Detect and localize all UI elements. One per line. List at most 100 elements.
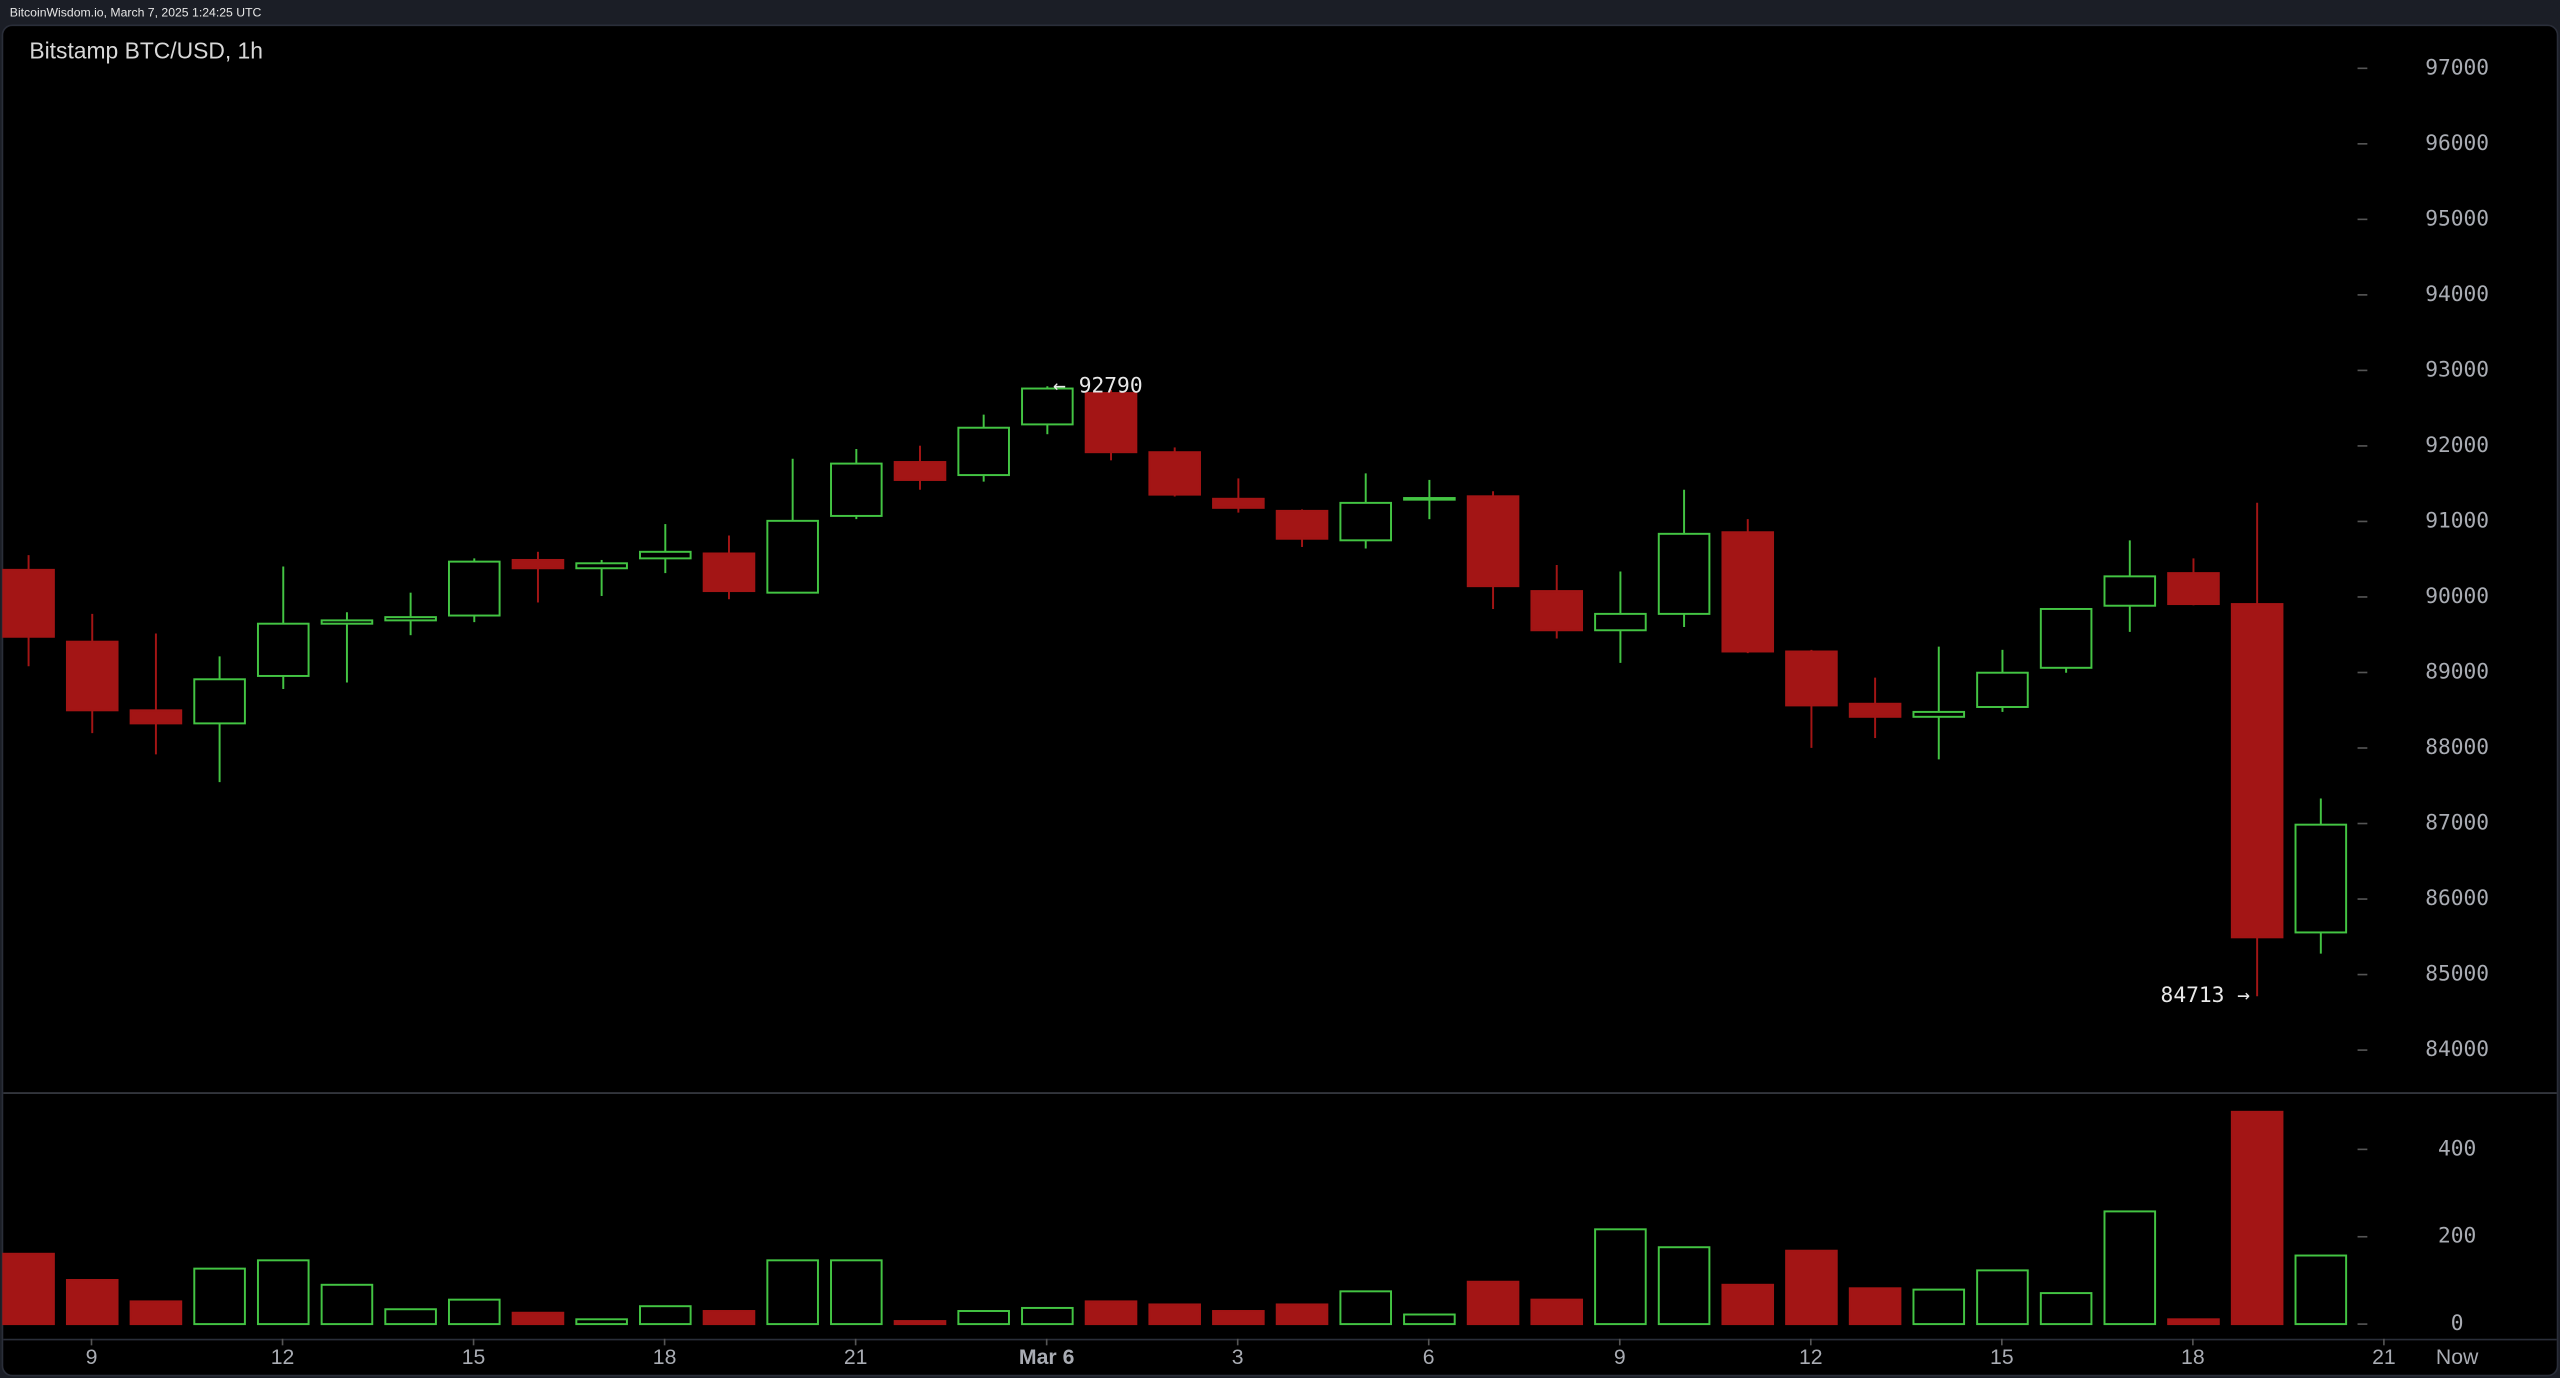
y-tick-label: 87000 <box>2425 811 2489 836</box>
candle-body <box>1848 702 1902 718</box>
low-annotation: 84713 → <box>2161 983 2251 1008</box>
y-tick-label: 86000 <box>2425 886 2489 911</box>
x-tick-label: 12 <box>1799 1346 1823 1369</box>
y-tick-label: 89000 <box>2425 659 2489 684</box>
x-tick-label: 21 <box>2372 1346 2396 1369</box>
y-tick-label: 97000 <box>2425 55 2489 80</box>
x-tick-label: 21 <box>844 1346 868 1369</box>
chart-title: Bitstamp BTC/USD, 1h <box>29 37 263 63</box>
x-tick-label: 18 <box>653 1346 677 1369</box>
candle-body <box>639 550 692 560</box>
y-tick-label: 85000 <box>2425 962 2489 987</box>
candle-body <box>1976 671 2029 708</box>
x-tick-label: 6 <box>1423 1346 1435 1369</box>
x-tick-label: 18 <box>2181 1346 2205 1369</box>
candle-body <box>2039 607 2093 669</box>
volume-bar <box>1212 1310 1265 1326</box>
y-tick-label: 94000 <box>2425 282 2489 307</box>
candle-body <box>1530 590 1584 632</box>
candle-body <box>2167 572 2220 606</box>
candle-body <box>766 519 819 594</box>
candle-body <box>957 426 1010 477</box>
y-tick-label: 92000 <box>2425 433 2489 458</box>
candle-body <box>575 562 628 570</box>
x-tick-label: 3 <box>1232 1346 1244 1369</box>
y-tick-label: 200 <box>2438 1224 2476 1249</box>
candle-body <box>893 461 947 481</box>
volume-bar <box>1657 1246 1711 1326</box>
candle-body <box>1148 451 1201 496</box>
volume-bar <box>384 1308 437 1326</box>
candle-body <box>830 462 883 517</box>
volume-bar <box>1339 1290 1392 1326</box>
volume-bar <box>1785 1249 1838 1326</box>
x-end-label: Now <box>2436 1346 2479 1369</box>
volume-bar <box>1148 1303 1201 1326</box>
candle-body <box>65 640 119 712</box>
candle-body <box>511 558 565 570</box>
y-tick-label: 84000 <box>2425 1037 2489 1062</box>
volume-bar <box>957 1310 1010 1326</box>
volume-bar <box>1403 1313 1456 1326</box>
y-tick-label: 93000 <box>2425 357 2489 382</box>
volume-bar <box>1594 1228 1647 1326</box>
candle-body <box>256 622 310 677</box>
candle-body <box>1721 531 1775 653</box>
candle-body <box>2 568 55 638</box>
volume-bar <box>639 1305 692 1326</box>
x-tick-label: 12 <box>271 1346 295 1369</box>
volume-bar <box>65 1279 119 1326</box>
x-tick-label: 9 <box>1614 1346 1626 1369</box>
volume-bar <box>1021 1306 1074 1326</box>
high-annotation: ← 92790 <box>1053 373 1142 398</box>
candle-body <box>129 709 183 725</box>
y-tick-label: 0 <box>2451 1311 2464 1336</box>
y-tick-label: 90000 <box>2425 584 2489 609</box>
header-text: BitcoinWisdom.io, March 7, 2025 1:24:25 … <box>10 5 262 19</box>
candle-body <box>1594 612 1647 632</box>
volume-bar <box>256 1259 310 1326</box>
volume-bar <box>2294 1254 2348 1326</box>
y-tick-label: 88000 <box>2425 735 2489 760</box>
candle-body <box>1084 392 1138 454</box>
y-tick-label: 95000 <box>2425 206 2489 231</box>
volume-bar <box>766 1259 819 1326</box>
volume-bar <box>1530 1298 1584 1326</box>
candle-body <box>2294 823 2348 934</box>
y-tick-label: 91000 <box>2425 508 2489 533</box>
candle-body <box>1466 495 1520 588</box>
candle-body <box>702 552 756 593</box>
volume-bar <box>1912 1288 1966 1326</box>
volume-bar <box>830 1259 883 1326</box>
candle-body <box>320 619 374 625</box>
x-tick-label: Mar 6 <box>1019 1346 1075 1369</box>
candle-body <box>1212 497 1265 509</box>
y-tick-label: 400 <box>2438 1136 2476 1161</box>
candle-body <box>448 560 501 617</box>
volume-bar <box>1275 1303 1329 1326</box>
x-tick-label: 9 <box>86 1346 98 1369</box>
volume-bar <box>448 1298 501 1326</box>
volume-bar <box>1084 1300 1138 1326</box>
volume-bar <box>1721 1283 1775 1326</box>
candle-body <box>2230 603 2284 939</box>
volume-bar <box>1466 1280 1520 1326</box>
volume-bar <box>2103 1210 2157 1326</box>
volume-bar <box>893 1320 947 1326</box>
volume-bar <box>2 1252 55 1326</box>
candle-body <box>384 616 437 622</box>
volume-bar <box>320 1283 374 1326</box>
volume-bar <box>129 1300 183 1326</box>
candle-body <box>1912 710 1966 718</box>
candle-body <box>2103 575 2157 607</box>
volume-bar <box>193 1267 246 1326</box>
candle-body <box>1657 532 1711 615</box>
volume-bar <box>2167 1318 2220 1326</box>
volume-bar <box>575 1318 628 1326</box>
volume-bar <box>702 1310 756 1326</box>
volume-bar <box>2039 1292 2093 1326</box>
volume-bar <box>2230 1110 2284 1326</box>
